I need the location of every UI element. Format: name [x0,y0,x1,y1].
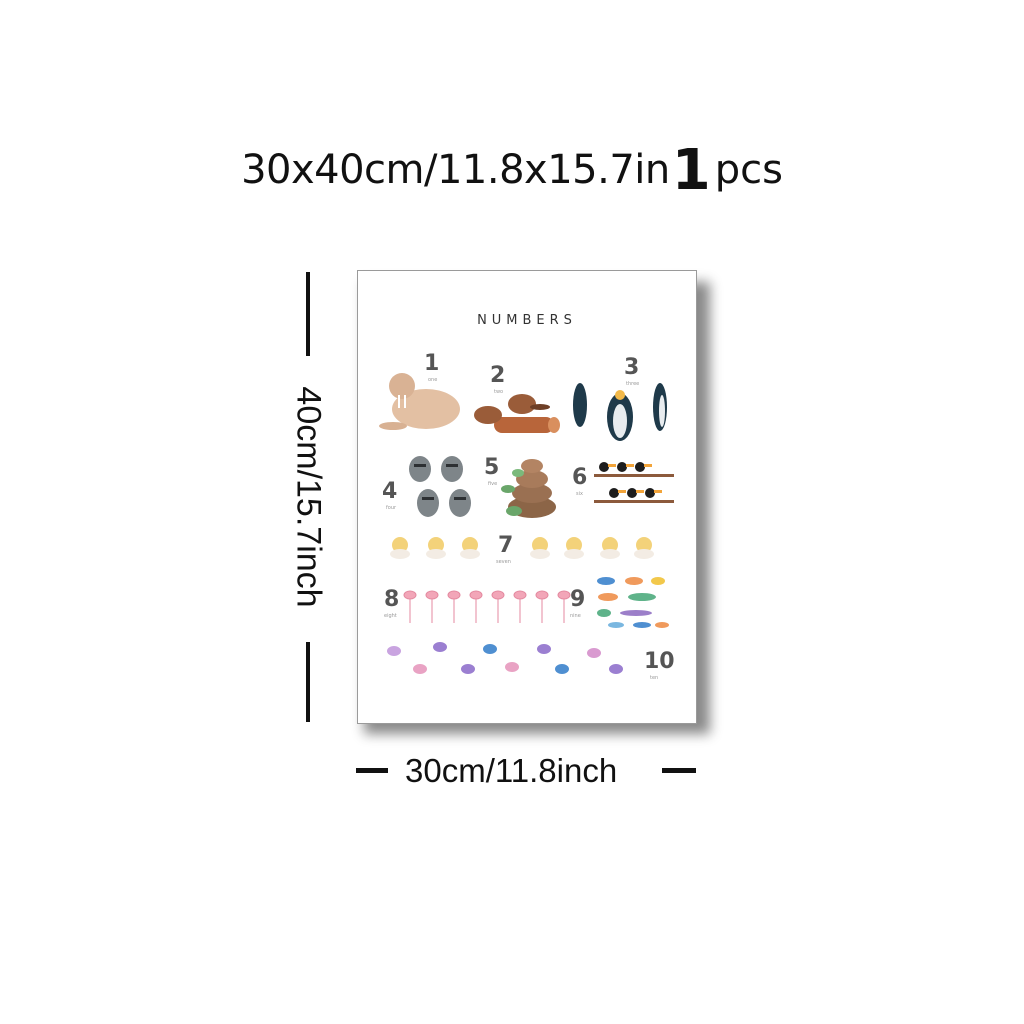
word-5: five [488,481,498,487]
numeral-3: 3 [624,355,640,380]
numeral-1: 1 [424,351,440,376]
height-dimension-label: 40cm/15.7inch [289,386,328,608]
numeral-6: 6 [572,465,588,490]
word-10: ten [650,675,659,681]
numeral-10: 10 [644,649,675,674]
word-2: two [494,389,504,395]
numeral-9: 9 [570,587,586,612]
chick-illustration [390,537,654,559]
quantity-unit: pcs [714,147,783,193]
numeral-2: 2 [490,363,506,388]
numeral-7: 7 [498,533,514,558]
flamingo-illustration [403,590,571,623]
height-dimension-bar-bottom [306,642,310,722]
product-size-headline: 30x40cm/11.8x15.7in1 pcs [0,138,1024,203]
poster-illustrations [379,373,674,674]
width-dimension-label: 30cm/11.8inch [405,752,618,789]
numeral-4: 4 [382,479,398,504]
quantity-number: 1 [671,138,711,203]
fish-illustration [597,577,669,628]
word-7: seven [496,559,511,565]
numeral-5: 5 [484,455,500,480]
walrus-illustration [379,373,460,430]
word-9: nine [570,613,581,619]
word-1: one [428,377,438,383]
poster-title: NUMBERS [477,313,577,328]
numbers-poster: NUMBERS [357,270,697,724]
word-3: three [626,381,640,387]
toucan-illustration [594,462,674,503]
numeral-8: 8 [384,587,400,612]
word-6: six [576,491,583,497]
height-dimension-bar-top [306,272,310,356]
size-text: 30x40cm/11.8x15.7in [241,147,670,193]
word-8: eight [384,613,397,619]
penguin-illustration [573,383,667,441]
width-dimension-bar-right [662,768,696,773]
word-4: four [386,505,397,511]
turtle-illustration [501,459,556,518]
width-dimension-bar-left [356,768,388,773]
butterfly-illustration [387,642,623,674]
beaver-illustration [474,394,560,433]
raccoon-illustration [409,456,471,517]
